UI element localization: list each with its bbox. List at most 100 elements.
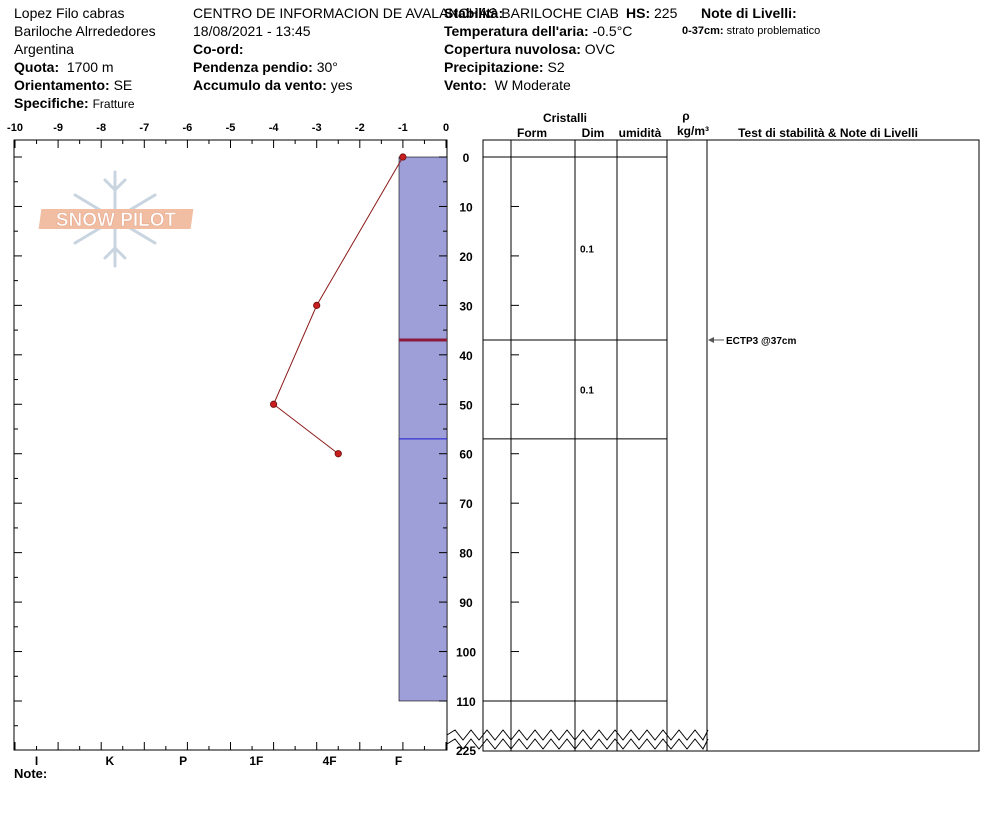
temperatura-label: Temperatura dell'aria: bbox=[444, 23, 589, 39]
depth-tick-label: 40 bbox=[459, 349, 473, 363]
vento-label: Vento: bbox=[444, 77, 487, 93]
pendenza: Pendenza pendio: 30° bbox=[193, 58, 338, 76]
orientamento-value: SE bbox=[113, 77, 133, 93]
snowpilot-watermark: SNOW PILOT bbox=[38, 170, 194, 268]
precipitazione: Precipitazione: S2 bbox=[444, 58, 565, 76]
region: Bariloche Alrrededores bbox=[14, 23, 156, 39]
temperature-point bbox=[399, 153, 407, 161]
temp-tick-label: -7 bbox=[139, 122, 149, 134]
temp-tick-label: -5 bbox=[226, 122, 236, 134]
note-label: Note: bbox=[14, 766, 47, 781]
temperature-point bbox=[313, 301, 321, 309]
layer-boundaries bbox=[399, 338, 447, 440]
layer-table: 0.1 0.1 ECTP3 @37cm bbox=[482, 139, 980, 752]
temp-tick-label: -2 bbox=[355, 122, 365, 134]
depth-tick-label: 70 bbox=[459, 497, 473, 511]
hardness-bar bbox=[398, 156, 448, 702]
depth-axis: 0 10 20 30 40 50 60 70 80 90 100 110 225 bbox=[14, 151, 519, 758]
quota: Quota: 1700 m bbox=[14, 58, 114, 76]
quota-label: Quota: bbox=[14, 59, 60, 75]
depth-tick-label: 60 bbox=[459, 448, 473, 462]
orientamento-label: Orientamento: bbox=[14, 77, 110, 93]
temperatura-value: -0.5°C bbox=[592, 23, 633, 39]
temperature-point bbox=[269, 400, 278, 408]
hs-value: 225 bbox=[654, 5, 678, 21]
temp-tick-label: -3 bbox=[312, 122, 322, 134]
hs: HS: 225 bbox=[626, 4, 677, 22]
note-livelli-range: 0-37cm: bbox=[682, 25, 724, 37]
temperature-profile bbox=[269, 153, 407, 458]
depth-tick-label: 80 bbox=[459, 547, 473, 561]
note-livelli: 0-37cm: strato problematico bbox=[682, 22, 820, 40]
note-livelli-label: Note di Livelli: bbox=[701, 5, 797, 21]
temperatura: Temperatura dell'aria: -0.5°C bbox=[444, 22, 632, 40]
depth-tick-label: 100 bbox=[456, 646, 476, 660]
temperature-plot-frame bbox=[13, 139, 448, 751]
quota-value: 1700 m bbox=[66, 59, 114, 75]
accumulo: Accumulo da vento: yes bbox=[193, 76, 352, 94]
depth-tick-label: 10 bbox=[459, 200, 473, 214]
depth-break-symbol bbox=[446, 729, 709, 750]
accumulo-label: Accumulo da vento: bbox=[193, 77, 327, 93]
specifiche-label: Specifiche: bbox=[14, 95, 89, 111]
crystal-size: 0.1 bbox=[580, 244, 594, 255]
temp-tick-label: 0 bbox=[443, 122, 449, 134]
depth-tick-label: 110 bbox=[456, 695, 476, 709]
depth-bottom-label: 225 bbox=[456, 744, 476, 758]
hardness-label: 4F bbox=[323, 754, 337, 768]
depth-tick-label: 50 bbox=[459, 398, 473, 412]
rho-header: ρ bbox=[682, 109, 689, 123]
specifiche: Specifiche: Fratture bbox=[14, 94, 135, 113]
hardness-label: P bbox=[179, 754, 187, 768]
hardness-label: F bbox=[395, 754, 402, 768]
hardness-axis: I K P 1F 4F F bbox=[35, 754, 402, 768]
temperature-point bbox=[334, 450, 342, 458]
temp-tick-label: -9 bbox=[53, 122, 63, 134]
location-name: Lopez Filo cabras bbox=[14, 5, 125, 21]
hardness-label: 1F bbox=[249, 754, 263, 768]
copertura-value: OVC bbox=[584, 41, 616, 57]
dim-header: Dim bbox=[582, 126, 605, 140]
test-header: Test di stabilità & Note di Livelli bbox=[738, 126, 918, 140]
form-header: Form bbox=[517, 126, 547, 140]
copertura-label: Copertura nuvolosa: bbox=[444, 41, 581, 57]
depth-tick-label: 0 bbox=[463, 151, 470, 165]
precipitazione-value: S2 bbox=[547, 59, 565, 75]
pendenza-value: 30° bbox=[316, 59, 338, 75]
crystal-size: 0.1 bbox=[580, 385, 594, 396]
temp-tick-label: -6 bbox=[183, 122, 193, 134]
center-name: CENTRO DE INFORMACION DE AVALANCHAS BARI… bbox=[193, 5, 619, 21]
stability-test-arrowhead bbox=[708, 336, 714, 343]
depth-tick-label: 20 bbox=[459, 250, 473, 264]
temp-tick-label: -8 bbox=[96, 122, 106, 134]
hs-label: HS: bbox=[626, 5, 651, 21]
cristalli-header: Cristalli bbox=[543, 111, 587, 125]
precipitazione-label: Precipitazione: bbox=[444, 59, 544, 75]
temp-tick-label: -10 bbox=[7, 122, 23, 134]
vento: Vento: W Moderate bbox=[444, 76, 571, 94]
pendenza-label: Pendenza pendio: bbox=[193, 59, 313, 75]
stability-test-label: ECTP3 @37cm bbox=[726, 336, 796, 347]
rho-unit-header: kg/m³ bbox=[677, 124, 709, 138]
orientamento: Orientamento: SE bbox=[14, 76, 132, 94]
hardness-label: K bbox=[105, 754, 114, 768]
datetime: 18/08/2021 - 13:45 bbox=[193, 23, 311, 39]
umidita-header: umidità bbox=[619, 126, 662, 140]
coord-label: Co-ord: bbox=[193, 41, 244, 57]
temperature-axis: -10 -9 -8 -7 -6 -5 -4 -3 -2 -1 0 bbox=[7, 122, 449, 750]
temp-tick-label: -4 bbox=[269, 122, 280, 134]
temp-tick-label: -1 bbox=[398, 122, 408, 134]
hardness-label: I bbox=[35, 754, 38, 768]
specifiche-value: Fratture bbox=[92, 97, 135, 111]
layer-table-frame bbox=[482, 139, 980, 752]
stabilita-label: Stabilità: bbox=[444, 5, 504, 21]
depth-tick-label: 90 bbox=[459, 596, 473, 610]
temperature-line bbox=[272, 156, 404, 455]
note-livelli-text: strato problematico bbox=[726, 25, 821, 37]
depth-tick-label: 30 bbox=[459, 299, 473, 313]
watermark-text: SNOW PILOT bbox=[56, 210, 177, 231]
country: Argentina bbox=[14, 41, 74, 57]
copertura: Copertura nuvolosa: OVC bbox=[444, 40, 615, 58]
vento-value: W Moderate bbox=[494, 77, 571, 93]
